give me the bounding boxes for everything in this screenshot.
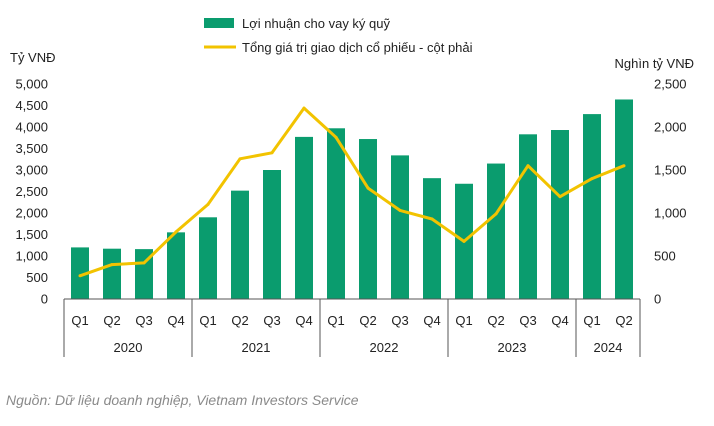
x-group-label: 2022	[370, 340, 399, 355]
left-tick-label: 4,500	[15, 98, 48, 113]
x-tick-label: Q2	[231, 313, 248, 328]
x-tick-label: Q4	[551, 313, 568, 328]
right-tick-label: 1,500	[654, 163, 687, 178]
right-tick-label: 500	[654, 249, 676, 264]
line-point	[622, 164, 626, 168]
line-point	[302, 106, 306, 110]
x-tick-label: Q2	[487, 313, 504, 328]
x-tick-label: Q4	[167, 313, 184, 328]
right-axis-ticks: 0 500 1,000 1,500 2,000 2,500	[654, 77, 687, 307]
line-point	[270, 151, 274, 155]
bar	[519, 134, 537, 299]
x-tick-label: Q1	[327, 313, 344, 328]
legend-bar-swatch	[204, 18, 234, 28]
x-tick-label: Q2	[359, 313, 376, 328]
left-tick-label: 2,000	[15, 206, 48, 221]
left-tick-label: 2,500	[15, 184, 48, 199]
x-tick-label: Q1	[583, 313, 600, 328]
x-tick-label: Q4	[295, 313, 312, 328]
bar	[391, 155, 409, 299]
x-tick-label: Q1	[71, 313, 88, 328]
line-point	[334, 135, 338, 139]
x-tick-label: Q1	[199, 313, 216, 328]
line-series	[78, 106, 626, 278]
left-tick-label: 1,500	[15, 227, 48, 242]
bar	[551, 130, 569, 299]
x-group-label: 2021	[242, 340, 271, 355]
line-path	[79, 106, 625, 278]
right-axis-unit: Nghìn tỷ VNĐ	[615, 56, 694, 71]
right-tick-label: 0	[654, 292, 661, 307]
legend-bar-label: Lợi nhuận cho vay ký quỹ	[242, 16, 391, 31]
line-point	[462, 239, 466, 243]
x-tick-label: Q3	[263, 313, 280, 328]
legend: Lợi nhuận cho vay ký quỹ Tổng giá trị gi…	[204, 16, 473, 55]
x-group-label: 2023	[498, 340, 527, 355]
line-point	[494, 212, 498, 216]
left-axis-ticks: 0 500 1,000 1,500 2,000 2,500 3,000 3,500 4,000 4…	[15, 77, 48, 307]
right-tick-label: 2,500	[654, 77, 687, 92]
bar	[103, 248, 121, 299]
line-point	[590, 177, 594, 181]
x-tick-label: Q3	[391, 313, 408, 328]
bar	[231, 190, 249, 299]
bar-series	[71, 99, 633, 299]
bar	[583, 114, 601, 299]
left-tick-label: 5,000	[15, 77, 48, 92]
left-tick-label: 500	[26, 270, 48, 285]
line-point	[366, 186, 370, 190]
left-tick-label: 3,500	[15, 141, 48, 156]
line-point	[238, 157, 242, 161]
left-tick-label: 0	[41, 292, 48, 307]
x-tick-label: Q3	[519, 313, 536, 328]
line-point	[398, 208, 402, 212]
line-point	[558, 195, 562, 199]
bar	[263, 170, 281, 299]
bar	[295, 136, 313, 299]
line-point	[110, 263, 114, 267]
line-point	[174, 230, 178, 234]
line-point	[526, 164, 530, 168]
x-tick-label: Q1	[455, 313, 472, 328]
x-tick-label: Q2	[103, 313, 120, 328]
line-point	[206, 202, 210, 206]
x-tick-label: Q3	[135, 313, 152, 328]
bar	[359, 139, 377, 299]
left-tick-label: 1,000	[15, 249, 48, 264]
x-group-label: 2020	[114, 340, 143, 355]
left-tick-label: 3,000	[15, 163, 48, 178]
x-tick-label: Q4	[423, 313, 440, 328]
x-tick-label: Q2	[615, 313, 632, 328]
line-point	[142, 261, 146, 265]
bar	[327, 128, 345, 299]
line-point	[78, 274, 82, 278]
left-axis-unit: Tỷ VNĐ	[10, 50, 56, 65]
bar	[71, 247, 89, 299]
source-note: Nguồn: Dữ liệu doanh nghiệp, Vietnam Inv…	[6, 392, 359, 408]
bar	[615, 99, 633, 299]
x-axis: Q1 Q2 Q3 Q4 Q1 Q2 Q3 Q4 Q1 Q2 Q3 Q4 Q1 Q2 Q3 Q4 Q1 Q2 2020…	[63, 298, 641, 357]
bar	[487, 163, 505, 299]
line-point	[430, 217, 434, 221]
bar	[167, 232, 185, 299]
bar	[199, 217, 217, 299]
legend-line-label: Tổng giá trị giao dịch cổ phiếu - cột ph…	[242, 40, 473, 55]
right-tick-label: 2,000	[654, 120, 687, 135]
x-group-label: 2024	[594, 340, 623, 355]
left-tick-label: 4,000	[15, 120, 48, 135]
bar	[135, 249, 153, 299]
bar	[423, 178, 441, 299]
right-tick-label: 1,000	[654, 206, 687, 221]
